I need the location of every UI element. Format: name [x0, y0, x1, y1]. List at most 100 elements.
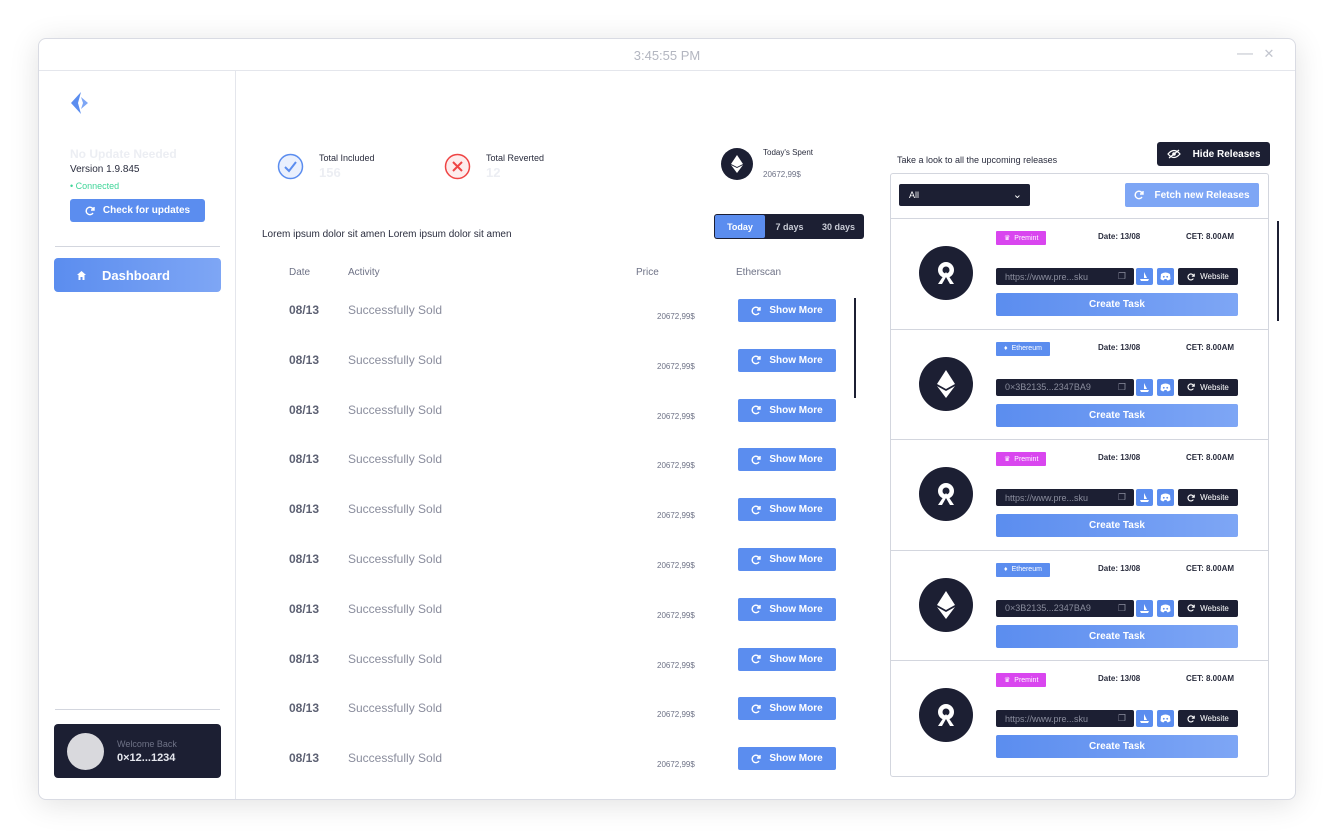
create-task-label: Create Task: [1089, 630, 1145, 642]
row-activity: Successfully Sold: [348, 352, 443, 367]
show-more-button[interactable]: Show More: [738, 448, 836, 472]
column-header-date: Date: [289, 267, 311, 278]
external-link-icon: [751, 555, 762, 564]
discord-icon: [1160, 272, 1171, 281]
row-price: 20672,99$: [657, 760, 695, 770]
show-more-button[interactable]: Show More: [738, 348, 836, 372]
show-more-button[interactable]: Show More: [738, 597, 836, 621]
check-updates-button[interactable]: Check for updates: [70, 199, 205, 222]
release-url-field[interactable]: 0×3B2135...2347BA9 ❐: [996, 599, 1134, 617]
release-filter-value: All: [909, 190, 920, 200]
row-price: 20672,99$: [657, 561, 695, 570]
release-url: https://www.pre...sku: [1005, 713, 1089, 724]
nav-item-dashboard[interactable]: Dashboard: [54, 258, 221, 292]
releases-panel: All ⌄ Fetch new Releases ♛ Premint Date: 1…: [890, 173, 1269, 777]
copy-icon[interactable]: ❐: [1117, 492, 1126, 503]
opensea-icon: [1140, 382, 1149, 392]
row-date: 08/13: [289, 352, 320, 367]
row-price: 20672,99$: [657, 660, 695, 670]
website-button[interactable]: Website: [1178, 599, 1238, 617]
website-label: Website: [1200, 272, 1229, 281]
discord-button[interactable]: [1157, 489, 1174, 507]
show-more-label: Show More: [769, 703, 823, 715]
stat-label: Total Reverted: [486, 153, 545, 163]
external-link-icon: [1187, 715, 1195, 723]
table-row: 08/13 Successfully Sold 20672,99$ Show More: [237, 543, 857, 573]
release-card: ♦ Ethereum Date: 13/08 CET: 8.00AM 0×3B2135.…: [891, 549, 1268, 661]
release-url-field[interactable]: https://www.pre...sku ❐: [996, 489, 1134, 507]
show-more-button[interactable]: Show More: [738, 747, 836, 771]
app-logo-icon: [71, 92, 88, 114]
show-more-button[interactable]: Show More: [738, 498, 836, 522]
release-time: CET: 8.00AM: [1186, 342, 1235, 352]
release-tag-label: Premint: [1014, 234, 1039, 242]
release-url-field[interactable]: 0×3B2135...2347BA9 ❐: [996, 378, 1134, 396]
tab-today[interactable]: Today: [715, 215, 765, 238]
website-button[interactable]: Website: [1178, 378, 1238, 396]
opensea-button[interactable]: [1136, 599, 1153, 617]
create-task-button[interactable]: Create Task: [996, 514, 1238, 538]
minimize-button[interactable]: —: [1237, 45, 1253, 62]
show-more-label: Show More: [769, 305, 823, 316]
release-url-field[interactable]: https://www.pre...sku ❐: [996, 268, 1134, 285]
release-date: Date: 13/08: [1098, 563, 1141, 573]
copy-icon[interactable]: ❐: [1117, 271, 1126, 281]
hide-releases-button[interactable]: Hide Releases: [1157, 142, 1270, 166]
show-more-button[interactable]: Show More: [738, 299, 836, 322]
website-button[interactable]: Website: [1178, 268, 1238, 285]
external-link-icon: [751, 306, 762, 315]
tab-7-days[interactable]: 7 days: [775, 221, 804, 232]
sidebar-divider: [55, 246, 220, 247]
release-tag-label: Premint: [1014, 676, 1039, 684]
discord-icon: [1160, 383, 1171, 391]
tab-30-days[interactable]: 30 days: [821, 221, 856, 232]
stat-label: Total Included: [319, 153, 375, 163]
discord-button[interactable]: [1157, 378, 1174, 396]
show-more-button[interactable]: Show More: [738, 398, 836, 422]
create-task-button[interactable]: Create Task: [996, 735, 1238, 759]
connection-status-label: Connected: [75, 181, 120, 191]
release-filter-select[interactable]: All ⌄: [899, 184, 1030, 206]
create-task-button[interactable]: Create Task: [996, 293, 1238, 316]
opensea-button[interactable]: [1136, 268, 1153, 285]
copy-icon[interactable]: ❐: [1117, 713, 1126, 724]
show-more-button[interactable]: Show More: [738, 697, 836, 721]
fetch-releases-button[interactable]: Fetch new Releases: [1125, 183, 1259, 207]
refresh-icon: [85, 206, 95, 215]
release-card: ♛ Premint Date: 13/08 CET: 8.00AM https://ww…: [891, 218, 1268, 329]
show-more-label: Show More: [769, 454, 823, 466]
tag-icon: ♛: [1004, 456, 1011, 464]
discord-button[interactable]: [1157, 599, 1174, 617]
opensea-button[interactable]: [1136, 710, 1153, 728]
external-link-icon: [1187, 383, 1195, 391]
release-card: ♦ Ethereum Date: 13/08 CET: 8.00AM 0×3B2135.…: [891, 328, 1268, 440]
show-more-button[interactable]: Show More: [738, 647, 836, 671]
show-more-button[interactable]: Show More: [738, 548, 836, 571]
external-link-icon: [751, 355, 762, 365]
opensea-button[interactable]: [1136, 378, 1153, 396]
close-button[interactable]: ✕: [1263, 46, 1275, 61]
user-card[interactable]: Welcome Back 0×12...1234: [54, 724, 221, 778]
activity-scrollbar[interactable]: [854, 298, 856, 398]
discord-button[interactable]: [1157, 268, 1174, 285]
show-more-label: Show More: [769, 603, 823, 615]
website-button[interactable]: Website: [1178, 489, 1238, 507]
releases-scrollbar[interactable]: [1277, 221, 1279, 321]
release-time: CET: 8.00AM: [1186, 232, 1235, 241]
website-button[interactable]: Website: [1178, 710, 1238, 728]
create-task-button[interactable]: Create Task: [996, 624, 1238, 648]
release-tag: ♛ Premint: [996, 452, 1047, 467]
copy-icon[interactable]: ❐: [1117, 602, 1126, 613]
discord-button[interactable]: [1157, 710, 1174, 728]
create-task-label: Create Task: [1089, 409, 1145, 421]
ethereum-icon: [919, 356, 973, 411]
release-tag-label: Ethereum: [1011, 345, 1042, 353]
release-date: Date: 13/08: [1098, 453, 1141, 463]
release-url-field[interactable]: https://www.pre...sku ❐: [996, 710, 1134, 728]
row-activity: Successfully Sold: [348, 601, 443, 616]
row-date: 08/13: [289, 751, 320, 766]
copy-icon[interactable]: ❐: [1117, 381, 1126, 392]
create-task-button[interactable]: Create Task: [996, 403, 1238, 427]
opensea-button[interactable]: [1136, 489, 1153, 507]
table-row: 08/13 Successfully Sold 20672,99$ Show More: [237, 394, 857, 424]
